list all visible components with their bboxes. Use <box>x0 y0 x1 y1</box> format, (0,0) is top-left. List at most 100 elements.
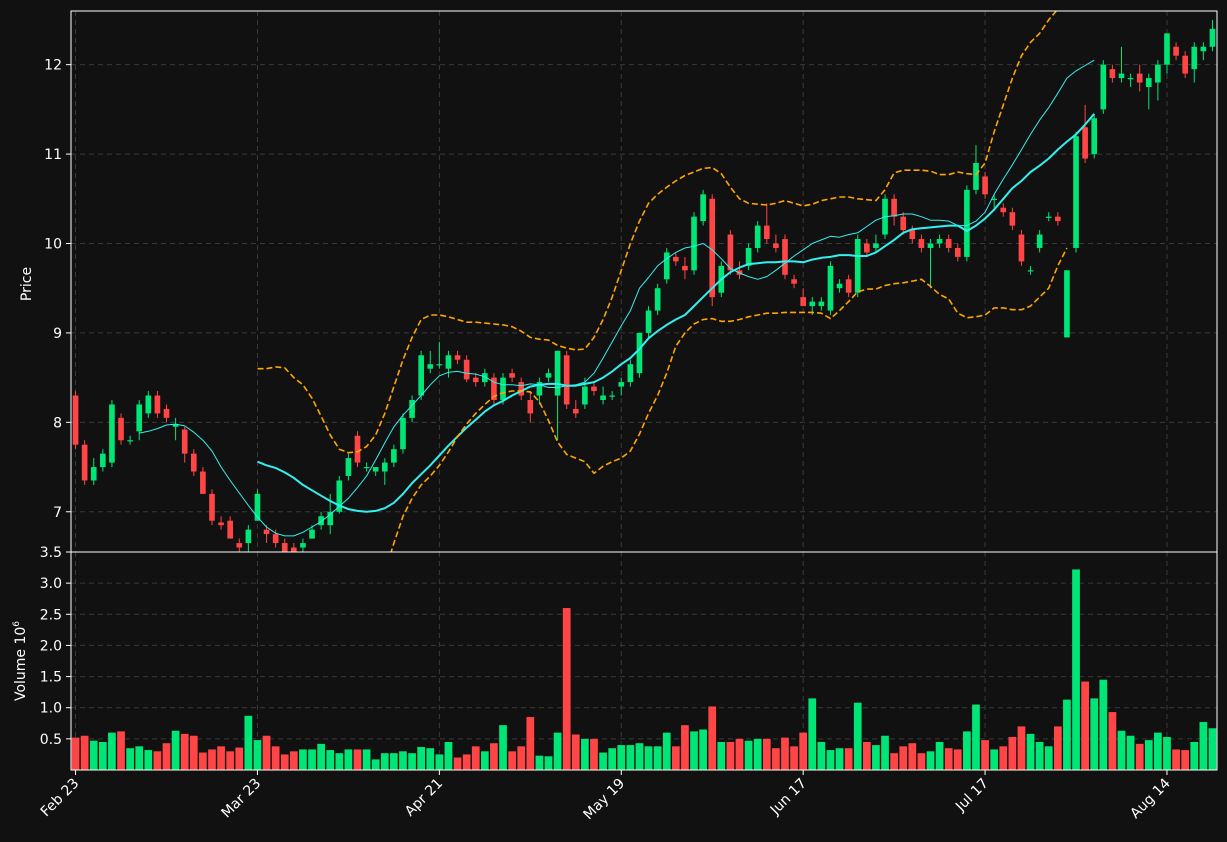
candle-body <box>100 453 106 468</box>
price-tick-label: 8 <box>53 415 62 431</box>
volume-bar <box>653 746 662 770</box>
candle-body <box>491 377 497 400</box>
candle-body <box>991 198 997 200</box>
volume-bar <box>726 741 735 770</box>
candles <box>72 19 1216 552</box>
candle-body <box>800 297 806 307</box>
candle-body <box>1109 69 1116 79</box>
candle-body <box>572 408 579 414</box>
volume-bar <box>553 732 562 770</box>
candle-body <box>300 543 306 548</box>
volume-bar <box>1181 750 1190 770</box>
volume-bar <box>963 731 971 770</box>
candle-body <box>345 458 352 476</box>
volume-bar <box>98 741 107 770</box>
volume-bar <box>535 755 544 770</box>
volume-bar <box>881 735 889 770</box>
candle-body <box>982 176 988 195</box>
volume-tick-label: 1.0 <box>40 701 62 717</box>
candle-body <box>864 243 870 253</box>
volume-bar <box>89 740 98 770</box>
volume-bar <box>308 749 316 770</box>
volume-bar <box>380 753 389 770</box>
volume-bar <box>753 738 762 770</box>
volume-bar <box>590 738 598 770</box>
volume-bar <box>499 725 507 770</box>
volume-bar <box>1208 728 1217 770</box>
candle-body <box>700 194 706 222</box>
volume-bar <box>262 735 271 770</box>
volume-bar <box>71 737 80 770</box>
volume-bar <box>508 751 516 770</box>
candle-body <box>318 516 324 526</box>
volume-bar <box>781 737 789 770</box>
candle-body <box>72 395 79 445</box>
volume-bar <box>362 749 371 770</box>
volume-bar <box>926 751 935 770</box>
candle-body <box>1118 73 1125 79</box>
candle-body <box>391 449 397 463</box>
volume-bar <box>790 746 798 770</box>
volume-bar <box>462 754 471 770</box>
candle-body <box>763 225 770 240</box>
candle-body <box>691 216 697 271</box>
candle-body <box>836 283 843 289</box>
candle-body <box>363 467 370 469</box>
volume-panel: 0.5 1.0 1.5 2.0 2.5 3.0 3.5 <box>40 545 1218 771</box>
volume-bar <box>289 751 298 770</box>
candle-body <box>172 424 179 427</box>
price-tick-label: 7 <box>53 505 62 521</box>
volume-bar <box>899 746 908 770</box>
volume-bar <box>990 749 999 770</box>
candle-body <box>1182 55 1188 74</box>
volume-bar <box>1163 736 1171 770</box>
volume-bar <box>1117 730 1126 770</box>
candle-body <box>400 417 406 450</box>
candle-body <box>827 265 834 311</box>
volume-bar <box>1090 698 1099 770</box>
candle-body <box>236 543 243 548</box>
candle-body <box>1009 212 1016 226</box>
volume-bar <box>890 753 898 770</box>
volume-bar <box>253 740 262 770</box>
candle-body <box>1127 78 1134 80</box>
candle-body <box>663 252 670 280</box>
volume-bar <box>1144 740 1153 770</box>
candle-body <box>609 395 615 397</box>
volume-bar <box>635 743 644 770</box>
volume-bar <box>972 704 980 770</box>
volume-bar <box>390 753 398 770</box>
price-axis-title: Price <box>19 267 35 301</box>
volume-bar <box>399 751 407 770</box>
candle-body <box>554 350 561 396</box>
volume-bar <box>826 750 835 770</box>
candle-body <box>1209 28 1216 47</box>
candle-body <box>891 198 897 217</box>
candle-body <box>618 382 625 387</box>
volume-bar <box>817 741 826 770</box>
candle-body <box>1091 118 1098 155</box>
volume-bar <box>562 608 571 770</box>
candle-body <box>527 399 534 414</box>
candle-body <box>381 462 388 472</box>
volume-bar <box>108 732 116 770</box>
candle-body <box>463 359 470 380</box>
candle-body <box>227 520 233 539</box>
candle-body <box>427 364 434 369</box>
candle-body <box>1136 73 1143 83</box>
candle-body <box>291 547 297 552</box>
candle-body <box>845 279 852 293</box>
volume-bar <box>1035 741 1044 770</box>
volume-bar <box>935 741 944 770</box>
candle-body <box>1036 234 1043 248</box>
volume-bar <box>999 746 1008 770</box>
candle-body <box>181 429 188 454</box>
candle-body <box>900 216 907 231</box>
price-tick-label: 12 <box>44 58 62 74</box>
volume-bar <box>735 738 744 770</box>
volume-bar <box>126 748 134 770</box>
volume-bar <box>226 751 235 770</box>
candle-body <box>563 355 570 405</box>
candle-body <box>545 373 552 378</box>
candle-body <box>1155 64 1161 83</box>
